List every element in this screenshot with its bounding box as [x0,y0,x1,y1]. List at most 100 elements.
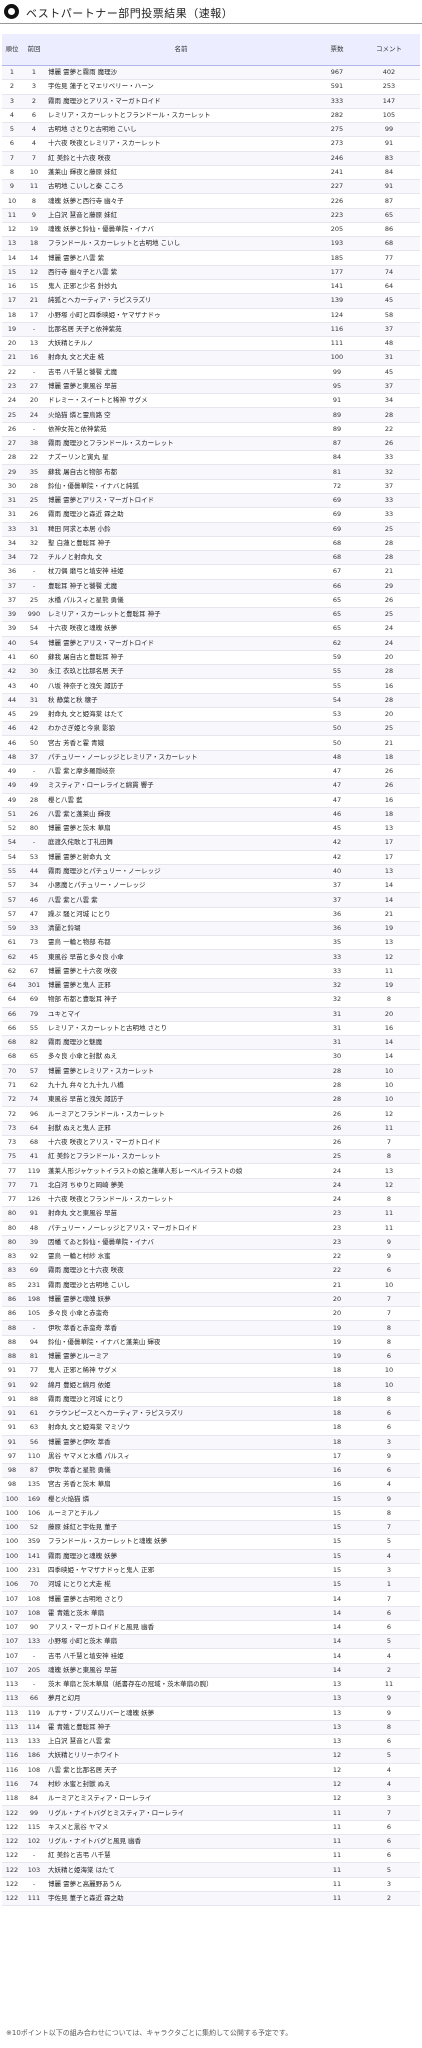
votes-cell: 15 [316,1520,358,1536]
table-row: 97 110 黒谷 ヤマメと水橋 パルスィ 17 9 [2,1449,420,1465]
pair-name-cell: 宇佐見 菫子と森近 霖之助 [46,1891,316,1907]
prev-rank-cell: 133 [22,1734,46,1750]
comments-cell: 2 [358,1663,420,1679]
rank-cell: 64 [2,978,22,994]
table-row: 15 12 西行寺 幽々子と八雲 紫 177 74 [2,265,420,280]
rank-cell: 44 [2,693,22,708]
table-row: 33 31 稗田 阿求と本居 小鈴 69 25 [2,522,420,537]
pair-name-cell: 豊聡耳 神子と饕餮 尤魔 [46,579,316,594]
comments-cell: 26 [358,764,420,780]
pair-name-cell: 魂魄 妖夢と鈴仙・優曇華院・イナバ [46,222,316,238]
pair-name-cell: 黒谷 ヤマメと水橋 パルスィ [46,1449,316,1465]
table-row: 113 114 霍 青娥と豊聡耳 神子 13 8 [2,1720,420,1736]
votes-cell: 33 [316,964,358,980]
yin-yang-icon [4,4,19,19]
comments-cell: 20 [358,650,420,666]
rank-cell: 122 [2,1862,22,1878]
table-row: 4 6 レミリア・スカーレットとフランドール・スカーレット 282 105 [2,108,420,124]
comments-cell: 58 [358,308,420,323]
comments-cell: 91 [358,179,420,195]
votes-cell: 116 [316,322,358,338]
table-row: 77 119 蓬莱人形ジャケットイラストの娘と蓮華人形レーベルイラストの娘 24 13 [2,1163,420,1179]
prev-rank-cell: 17 [22,308,46,323]
rank-cell: 91 [2,1420,22,1436]
prev-rank-cell: 7 [22,151,46,166]
rank-cell: 98 [2,1463,22,1479]
comments-cell: 68 [358,236,420,252]
comments-cell: 1 [358,1577,420,1593]
pair-name-cell: フランドール・スカーレットと魂魄 妖夢 [46,1534,316,1550]
pair-name-cell: 紅 美鈴とフランドール・スカーレット [46,1149,316,1165]
prev-rank-cell: 8 [22,193,46,209]
prev-rank-cell: 92 [22,1249,46,1265]
comments-cell: 28 [358,550,420,566]
table-row: 68 82 霧雨 魔理沙と魅魔 31 14 [2,1035,420,1051]
votes-cell: 11 [316,1862,358,1878]
comments-cell: 17 [358,850,420,865]
votes-cell: 12 [316,1748,358,1764]
pair-name-cell: 上白沢 慧音と八雲 紫 [46,1734,316,1750]
prev-rank-cell: 30 [22,664,46,680]
pair-name-cell: 河城 にとりと犬走 椛 [46,1577,316,1593]
pair-name-cell: 四季映姫・ヤマザナドゥと鬼人 正邪 [46,1563,316,1579]
pair-name-cell: 博麗 霊夢と十六夜 咲夜 [46,964,316,980]
comments-cell: 5 [358,1862,420,1878]
prev-rank-cell: - [22,579,46,594]
prev-rank-cell: 91 [22,1206,46,1222]
table-row: 116 74 村紗 水蜜と封獣 ぬえ 12 4 [2,1777,420,1793]
pair-name-cell: ルーミアとフランドール・スカーレット [46,1106,316,1122]
prev-rank-cell: - [22,764,46,780]
votes-cell: 124 [316,308,358,323]
pair-name-cell: 因幡 てゐと鈴仙・優曇華院・イナバ [46,1235,316,1251]
votes-cell: 15 [316,1577,358,1593]
pair-name-cell: 霧雨 魔理沙と古明地 こいし [46,1278,316,1293]
pair-name-cell: 躁ぷ 騒と河城 にとり [46,907,316,922]
votes-cell: 14 [316,1620,358,1636]
rank-cell: 98 [2,1477,22,1493]
prev-rank-cell: - [22,322,46,338]
pair-name-cell: 比那名居 天子と依神紫苑 [46,322,316,338]
votes-cell: 54 [316,693,358,708]
table-row: 54- 庭渡久侘歌と丁礼田舞 42 17 [2,835,420,851]
comments-cell: 6 [358,1263,420,1279]
pair-name-cell: 霧雨 魔理沙と魂魄 妖夢 [46,1549,316,1564]
pair-name-cell: 大妖精とチルノ [46,336,316,352]
table-row: 42 30 永江 衣玖と比那名居 天子 55 28 [2,664,420,680]
table-row: 25 24 火焔猫 燐と霊烏路 空 89 28 [2,407,420,423]
rank-cell: 122 [2,1891,22,1907]
comments-cell: 48 [358,336,420,352]
rank-cell: 57 [2,878,22,894]
votes-cell: 227 [316,179,358,195]
rank-cell: 46 [2,735,22,751]
pair-name-cell: 博麗 霊夢と霧雨 魔理沙 [46,65,316,81]
comments-cell: 6 [358,1406,420,1422]
prev-rank-cell: 31 [22,693,46,708]
rank-cell: 49 [2,793,22,808]
votes-cell: 591 [316,79,358,95]
pair-name-cell: 博麗 霊夢とアリス・マーガトロイド [46,636,316,651]
comments-cell: 6 [358,1349,420,1365]
pair-name-cell: 多々良 小傘と赤蛮奇 [46,1306,316,1322]
pair-name-cell: 宇佐見 蓮子とマエリベリー・ハーン [46,79,316,95]
rank-cell: 45 [2,707,22,723]
rank-cell: 91 [2,1406,22,1422]
pair-name-cell: 紅 美鈴と十六夜 咲夜 [46,151,316,166]
prev-rank-cell: 26 [22,507,46,523]
prev-rank-cell: 52 [22,1520,46,1536]
pair-name-cell: 永江 衣玖と比那名居 天子 [46,664,316,680]
comments-cell: 18 [358,750,420,766]
pair-name-cell: 霧雨 魔理沙と魅魔 [46,1035,316,1051]
rank-cell: 34 [2,536,22,552]
rank-cell: 6 [2,136,22,152]
rank-cell: 8 [2,165,22,181]
votes-cell: 30 [316,1049,358,1065]
comments-cell: 4 [358,1549,420,1564]
comments-cell: 2 [358,1891,420,1907]
comments-cell: 253 [358,79,420,95]
prev-rank-cell: 3 [22,79,46,95]
table-row: 122 99 リグル・ナイトバグとミスティア・ローレライ 11 7 [2,1805,420,1821]
table-row: 24 20 ドレミー・スイートと稀神 サグメ 91 34 [2,393,420,409]
votes-cell: 68 [316,536,358,552]
comments-cell: 9 [358,1449,420,1465]
rank-cell: 100 [2,1506,22,1522]
